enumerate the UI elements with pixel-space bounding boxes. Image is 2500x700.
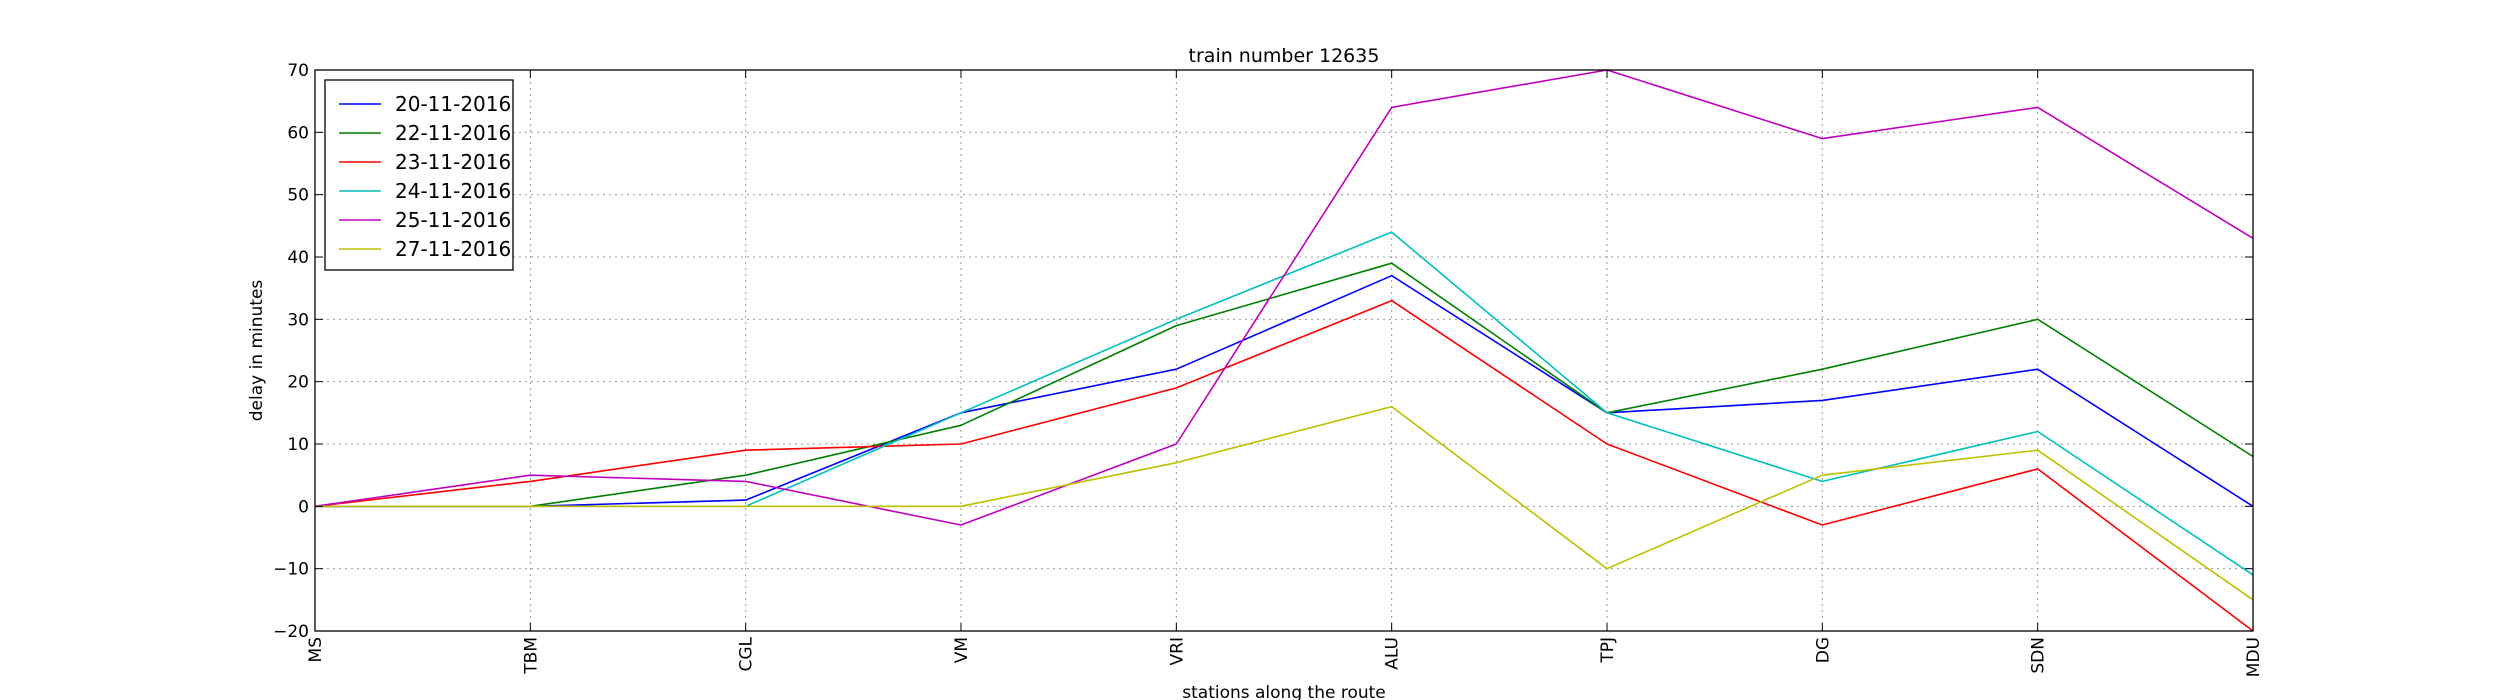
x-tick-label: CGL (737, 636, 757, 671)
y-tick-label: −20 (273, 622, 309, 642)
legend-box (324, 79, 514, 271)
legend-label: 20-11-2016 (395, 92, 511, 116)
legend: 20-11-2016 22-11-2016 23-11-2016 24-11-2016… (324, 79, 514, 271)
chart-title: train number 12635 (1189, 45, 1380, 67)
y-tick-label: 30 (287, 310, 309, 330)
series-line-20-11-2016 (315, 274, 2254, 508)
legend-label: 22-11-2016 (395, 121, 511, 145)
y-tick-label: −10 (273, 560, 309, 580)
legend-label: 25-11-2016 (395, 208, 511, 232)
y-tick-label: 60 (287, 123, 309, 143)
y-tick-label: 0 (298, 497, 309, 517)
x-tick-label: MS (306, 637, 326, 662)
x-tick-label: VM (952, 637, 972, 663)
y-tick-label: 50 (287, 186, 309, 206)
x-tick-label: ALU (1383, 637, 1403, 670)
x-axis-ticks: MS TBM CGL VM VRI ALU TPJ DG SDN MDU (306, 70, 2264, 677)
legend-label: 27-11-2016 (395, 237, 511, 261)
series-line-25-11-2016 (314, 69, 2254, 526)
y-tick-label: 10 (287, 435, 309, 455)
series-lines (314, 69, 2254, 632)
x-tick-label: SDN (2029, 637, 2049, 674)
series-line-22-11-2016 (315, 262, 2254, 508)
y-tick-label: 20 (287, 373, 309, 393)
y-axis-ticks: −20 −10 0 10 20 30 40 50 60 70 (273, 61, 2253, 642)
series-line-27-11-2016 (315, 405, 2254, 601)
x-tick-label: TPJ (1598, 637, 1618, 664)
y-axis-label: delay in minutes (247, 280, 267, 422)
series-line-23-11-2016 (314, 299, 2254, 632)
y-tick-label: 70 (287, 61, 309, 81)
x-tick-label: TBM (521, 637, 541, 675)
x-tick-label: MDU (2244, 637, 2264, 677)
x-tick-label: VRI (1167, 637, 1187, 665)
legend-label: 24-11-2016 (395, 179, 511, 203)
y-tick-label: 40 (287, 248, 309, 268)
x-axis-label: stations along the route (1182, 683, 1386, 700)
legend-label: 23-11-2016 (395, 150, 511, 174)
x-tick-label: DG (1813, 637, 1833, 663)
plot-frame (314, 69, 2254, 632)
